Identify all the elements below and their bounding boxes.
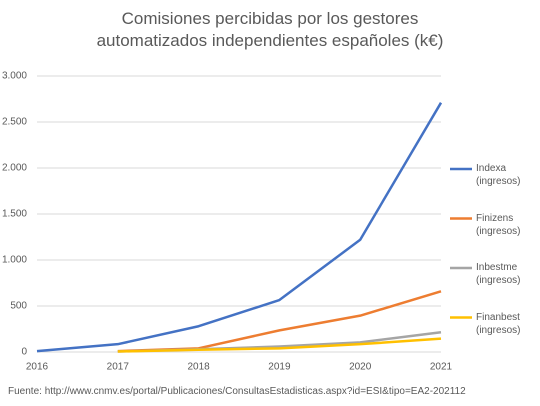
x-tick-label: 2020	[349, 362, 372, 373]
x-tick-label: 2017	[107, 362, 130, 373]
source: Fuente: http://www.cnmv.es/portal/Public…	[8, 386, 466, 397]
x-tick-label: 2019	[268, 362, 291, 373]
y-tick-label: 1.500	[2, 209, 27, 220]
y-tick-label: 2.500	[2, 117, 27, 128]
y-tick-label: 3.000	[2, 71, 27, 82]
chart-title: Comisiones percibidas por los gestores a…	[96, 9, 444, 50]
x-tick-label: 2021	[430, 362, 453, 373]
series-line	[36, 102, 443, 353]
y-tick-label: 0	[21, 347, 27, 358]
x-tick-label: 2016	[26, 362, 49, 373]
legend-label: Finanbest (ingresos)	[476, 311, 521, 336]
y-tick-label: 500	[10, 301, 27, 312]
legend-label: Inbestme (ingresos)	[476, 262, 521, 286]
x-tick-label: 2018	[187, 362, 210, 373]
legend-label: Finizens (ingresos)	[476, 212, 521, 237]
legend-label: Indexa (ingresos)	[476, 163, 521, 187]
series-line	[117, 337, 442, 353]
y-tick-label: 2.000	[2, 163, 27, 174]
y-tick-label: 1.000	[2, 255, 27, 266]
